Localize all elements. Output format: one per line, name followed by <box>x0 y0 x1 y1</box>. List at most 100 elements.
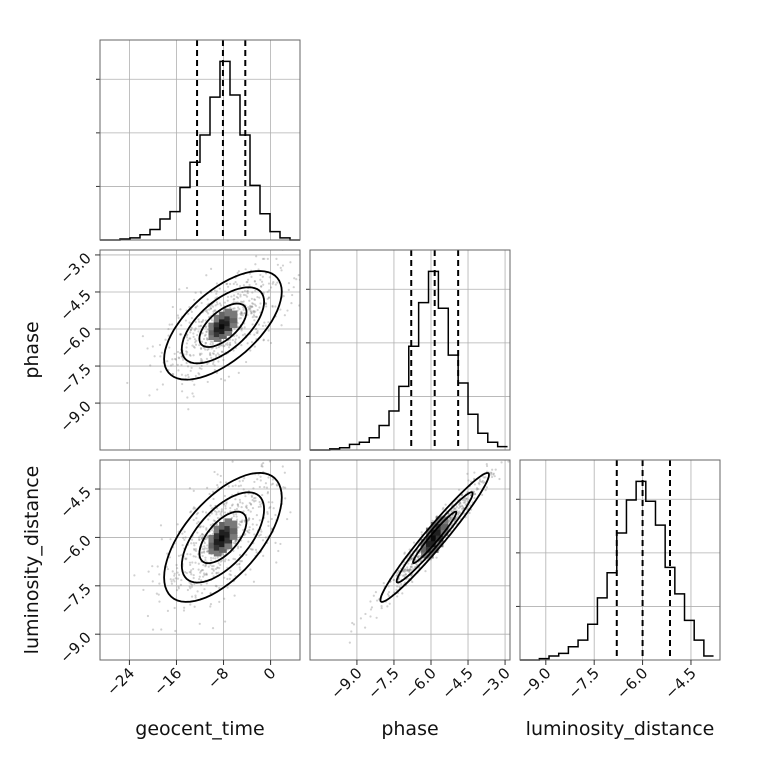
scatter-point <box>406 568 409 571</box>
scatter-point <box>190 569 193 572</box>
panel-frame <box>309 249 511 451</box>
scatter-point <box>212 362 215 365</box>
scatter-point <box>271 304 274 308</box>
scatter-point <box>258 485 261 489</box>
scatter-point <box>460 504 464 507</box>
scatter-point <box>261 257 265 260</box>
scatter-point <box>176 363 179 367</box>
scatter-point <box>279 266 282 269</box>
x-tick-label-geocent-time: −8 <box>204 664 232 692</box>
scatter-point <box>218 302 222 305</box>
scatter-point <box>218 600 221 603</box>
scatter-point <box>176 567 179 570</box>
scatter-point <box>387 591 391 594</box>
scatter-point <box>238 498 242 501</box>
scatter-point <box>190 538 194 541</box>
scatter-point <box>401 592 404 595</box>
scatter-point <box>182 536 185 540</box>
scatter-point <box>243 477 246 480</box>
scatter-point <box>260 280 264 283</box>
density-cell <box>208 540 217 549</box>
scatter-point <box>492 473 495 476</box>
scatter-point <box>253 345 256 348</box>
scatter-point <box>255 255 258 258</box>
scatter-point <box>264 482 268 485</box>
scatter-point <box>250 275 253 279</box>
scatter-point <box>216 483 219 487</box>
scatter-point <box>225 501 228 504</box>
scatter-point <box>202 564 205 567</box>
scatter-point <box>203 551 206 554</box>
scatter-point <box>244 495 247 498</box>
scatter-point <box>187 312 190 316</box>
scatter-point <box>217 571 220 574</box>
y-tick-label-luminosity-distance: −9.0 <box>56 628 94 666</box>
scatter-point <box>205 572 208 575</box>
scatter-point <box>234 575 237 578</box>
scatter-point <box>266 257 269 260</box>
scatter-point <box>151 580 154 583</box>
x-tick-label-phase: −7.5 <box>364 664 402 702</box>
scatter-point <box>266 512 269 515</box>
scatter-point <box>243 326 246 329</box>
scatter-point <box>410 557 413 560</box>
scatter-point <box>180 554 183 557</box>
scatter-point <box>243 312 246 315</box>
scatter-point <box>203 541 206 545</box>
scatter-point <box>265 305 268 308</box>
scatter-point <box>180 363 183 367</box>
scatter-point <box>253 280 256 283</box>
scatter-point <box>180 373 184 376</box>
scatter-point <box>229 573 232 577</box>
scatter-point <box>192 573 195 577</box>
scatter-point <box>229 569 232 573</box>
scatter-point <box>167 327 170 331</box>
scatter-point <box>253 319 256 322</box>
scatter-point <box>188 585 191 588</box>
density-cell <box>213 329 222 338</box>
scatter-point <box>271 282 274 285</box>
scatter-point <box>233 594 236 597</box>
density-cell <box>219 321 227 330</box>
scatter-point <box>266 492 269 495</box>
scatter-point <box>197 318 200 321</box>
scatter-point <box>252 314 255 317</box>
scatter-point <box>232 282 235 286</box>
scatter-point <box>204 319 207 322</box>
scatter-point <box>205 511 208 514</box>
scatter-point <box>395 588 398 591</box>
scatter-point <box>219 513 222 516</box>
scatter-point <box>270 483 273 486</box>
panel-frame <box>99 39 301 241</box>
scatter-point <box>246 530 249 534</box>
scatter-point <box>255 315 258 319</box>
x-tick-label-geocent-time: −16 <box>150 664 185 699</box>
scatter-point <box>194 561 197 564</box>
scatter-point <box>256 330 259 333</box>
scatter-point <box>485 462 488 466</box>
scatter-point <box>262 339 265 342</box>
scatter-point <box>222 309 225 313</box>
scatter-point <box>176 350 180 354</box>
scatter-point <box>240 311 243 315</box>
scatter-point <box>416 555 419 558</box>
scatter-point <box>209 603 213 606</box>
scatter-point <box>177 573 181 577</box>
scatter-point <box>189 582 192 585</box>
scatter-point <box>206 328 210 331</box>
scatter-point <box>254 496 257 500</box>
scatter-point <box>267 476 270 479</box>
scatter-point <box>204 547 207 550</box>
scatter-point <box>247 308 250 311</box>
scatter-point <box>251 291 254 294</box>
scatter-point <box>227 558 230 562</box>
scatter-point <box>459 505 462 509</box>
scatter-point <box>206 486 209 489</box>
scatter-point <box>213 519 217 523</box>
scatter-point <box>212 564 215 568</box>
scatter-point <box>216 516 220 520</box>
scatter-point <box>189 354 192 357</box>
scatter-point <box>192 332 195 335</box>
scatter-point <box>192 507 195 510</box>
scatter-point <box>249 309 252 312</box>
